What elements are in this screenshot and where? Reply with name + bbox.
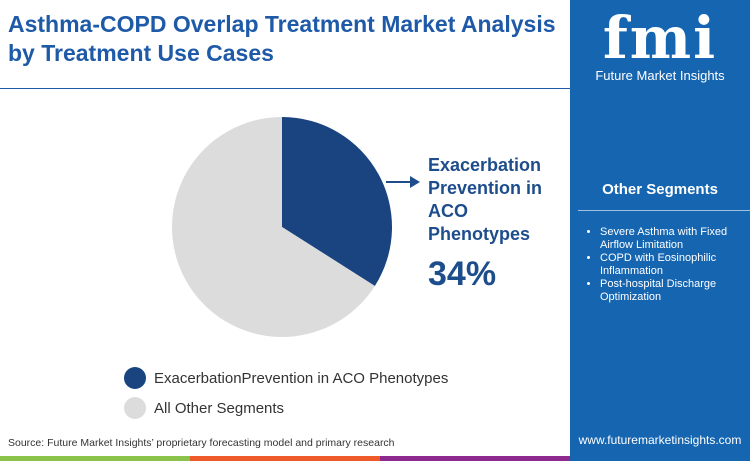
callout-value: 34% bbox=[428, 255, 497, 293]
legend-swatch bbox=[124, 397, 146, 419]
page-title: Asthma-COPD Overlap Treatment Market Ana… bbox=[8, 11, 556, 66]
other-segments-heading: Other Segments bbox=[578, 176, 742, 212]
legend-label: All Other Segments bbox=[154, 399, 285, 417]
footer-bar-orange bbox=[190, 456, 380, 461]
legend-item-exacerbation: ExacerbationPrevention in ACO Phenotypes bbox=[124, 367, 448, 389]
legend-item-other: All Other Segments bbox=[124, 397, 284, 419]
other-segments-list: Severe Asthma with Fixed Airflow Limitat… bbox=[586, 226, 750, 304]
list-item: Severe Asthma with Fixed Airflow Limitat… bbox=[600, 226, 750, 252]
segments-divider bbox=[578, 210, 750, 211]
list-item: COPD with Eosinophilic Inflammation bbox=[600, 252, 750, 278]
list-item: Post-hospital Discharge Optimization bbox=[600, 278, 750, 304]
fmi-logo: fmi Future Market Insights bbox=[570, 8, 750, 83]
legend-swatch bbox=[124, 367, 146, 389]
callout-arrow-icon bbox=[410, 176, 420, 188]
pie-slice-exacerbation-prevention bbox=[282, 117, 392, 286]
pie-chart bbox=[171, 117, 420, 338]
sidebar: fmi Future Market Insights Other Segment… bbox=[570, 0, 750, 461]
logo-name: Future Market Insights bbox=[595, 68, 725, 83]
footer-bar-purple bbox=[380, 456, 570, 461]
source-note: Source: Future Market Insights’ propriet… bbox=[8, 437, 395, 449]
pie-slice-other-segments bbox=[171, 117, 375, 338]
logo-mark: fmi bbox=[602, 4, 718, 72]
legend-label: ExacerbationPrevention in ACO Phenotypes bbox=[154, 369, 449, 387]
footer-bar-green bbox=[0, 456, 190, 461]
callout-label: Exacerbation Prevention in ACO Phenotype… bbox=[428, 155, 543, 244]
website-link[interactable]: www.futuremarketinsights.com bbox=[578, 433, 742, 447]
title-divider bbox=[0, 88, 570, 89]
